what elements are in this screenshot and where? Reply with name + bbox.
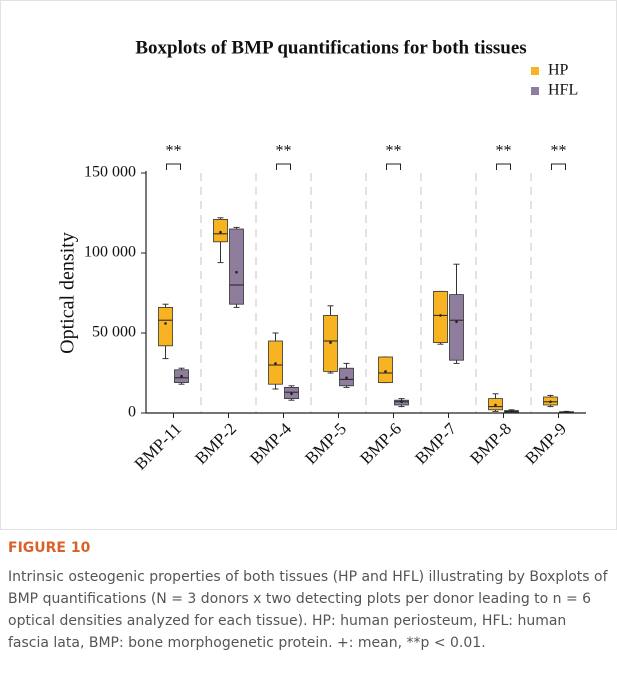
significance-bracket xyxy=(496,163,511,170)
x-tick-label: BMP-8 xyxy=(466,419,515,468)
mean xyxy=(345,376,348,380)
legend-marker xyxy=(531,67,539,75)
y-tick-label: 100 000 xyxy=(84,244,136,261)
mean xyxy=(180,374,183,378)
y-tick-label: 50 000 xyxy=(92,324,136,341)
mean xyxy=(384,370,387,373)
mean xyxy=(290,392,293,396)
mean xyxy=(329,341,332,344)
box xyxy=(158,306,173,347)
significance-label: ** xyxy=(551,143,567,160)
mean xyxy=(455,320,458,324)
mean xyxy=(549,400,552,404)
mean xyxy=(164,322,167,325)
mean xyxy=(439,314,442,317)
significance-bracket xyxy=(386,163,401,170)
mean xyxy=(494,403,497,407)
box xyxy=(378,356,393,384)
x-tick-label: BMP-9 xyxy=(521,419,570,468)
y-axis-label: Optical density xyxy=(57,232,79,354)
figure-caption: Intrinsic osteogenic properties of both … xyxy=(8,569,608,651)
mean xyxy=(510,410,513,413)
legend-marker xyxy=(531,87,539,95)
chart-title: Boxplots of BMP quantifications for both… xyxy=(135,37,526,58)
significance-label: ** xyxy=(386,143,402,160)
x-tick-label: BMP-2 xyxy=(191,419,240,468)
y-tick-label: 150 000 xyxy=(84,164,136,181)
box xyxy=(229,228,244,305)
mean xyxy=(565,410,568,414)
box xyxy=(449,294,464,361)
significance-label: ** xyxy=(166,143,182,160)
significance-label: ** xyxy=(496,143,512,160)
mean xyxy=(235,270,238,274)
chart-panel: Boxplots of BMP quantifications for both… xyxy=(0,0,617,530)
significance-bracket xyxy=(551,163,566,170)
x-tick-label: BMP-7 xyxy=(411,419,460,468)
legend-label: HP xyxy=(548,62,569,79)
legend-label: HFL xyxy=(548,82,578,99)
x-tick-label: BMP-6 xyxy=(356,419,405,468)
x-tick-label: BMP-5 xyxy=(301,419,350,468)
mean xyxy=(400,400,403,404)
x-tick-label: BMP-4 xyxy=(246,419,295,468)
box xyxy=(433,290,448,343)
significance-bracket xyxy=(166,163,181,170)
mean xyxy=(219,230,222,234)
y-tick-label: 0 xyxy=(128,404,136,421)
mean xyxy=(274,362,277,365)
figure-label: FIGURE 10 xyxy=(8,540,91,556)
x-tick-label: BMP-11 xyxy=(131,419,185,473)
significance-bracket xyxy=(276,163,291,170)
chart: Boxplots of BMP quantifications for both… xyxy=(57,37,586,474)
box xyxy=(213,218,228,243)
significance-label: ** xyxy=(276,143,292,160)
